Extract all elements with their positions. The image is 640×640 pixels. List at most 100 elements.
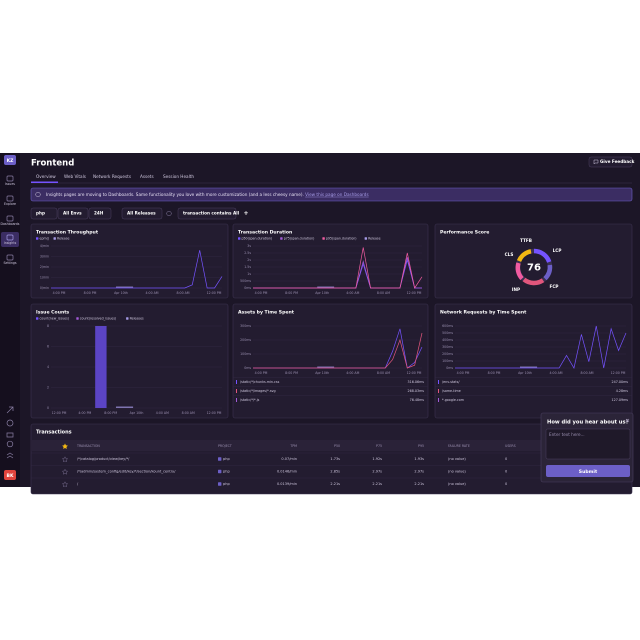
legend-swatch (280, 237, 283, 240)
cell[interactable]: / (77, 482, 79, 486)
x-tick-label: 12:00 PM (407, 371, 422, 375)
nav-icon[interactable] (6, 195, 14, 202)
panel (434, 223, 633, 299)
filter-label[interactable]: All Releases (127, 211, 156, 216)
icon[interactable] (6, 440, 14, 448)
nav-label[interactable]: Settings (3, 261, 16, 265)
y-tick-label: 1/min (40, 276, 49, 280)
filter-bar: php All Envs 24H All Releases transaction co… (30, 207, 249, 220)
panel-title: Network Requests by Time Spent (440, 310, 527, 316)
row-label[interactable]: /static/*/images/*.svg (240, 389, 276, 393)
nav-icon[interactable] (6, 175, 14, 182)
row-label[interactable]: /static/*/*.js (240, 398, 260, 402)
nav-label[interactable]: Insights (4, 241, 17, 245)
nav-label[interactable]: Issues (5, 182, 15, 186)
filter-label[interactable]: All Envs (63, 211, 82, 216)
filter-label[interactable]: + (243, 210, 248, 217)
x-tick-label: Apr 10th (518, 371, 532, 375)
tab[interactable]: Web Vitals (64, 174, 86, 179)
panel-title: Assets by Time Spent (238, 310, 295, 316)
x-tick-label: 4:00 PM (255, 371, 268, 375)
filter-button[interactable] (88, 207, 112, 220)
panel-title: Transaction Duration (238, 230, 292, 236)
feedback-button[interactable] (588, 156, 633, 168)
star-toggle[interactable] (61, 456, 69, 463)
vital-label: TTFB (520, 238, 532, 243)
submit-button[interactable] (546, 465, 630, 477)
star-toggle[interactable] (61, 481, 69, 488)
row-label[interactable]: /env-stats/ (442, 380, 460, 384)
textarea-placeholder: Enter text here... (549, 432, 585, 437)
filter-button[interactable] (121, 207, 163, 220)
tab[interactable]: Session Health (163, 174, 194, 179)
x-tick-label: 8:00 PM (488, 371, 501, 375)
close-button[interactable] (625, 418, 630, 423)
tab[interactable]: Network Requests (93, 174, 131, 179)
tab[interactable]: Overview (36, 174, 56, 179)
nav-icon[interactable] (6, 234, 14, 241)
column-header: FAILURE RATE (448, 444, 470, 448)
nav-label[interactable]: Dashboards (1, 222, 20, 226)
cell: 0.0139/min (277, 482, 297, 486)
user-avatar-text: BK (7, 473, 14, 479)
org-avatar[interactable] (4, 155, 16, 165)
y-tick-label: 0 (47, 406, 49, 410)
vital-label: LCP (553, 248, 562, 253)
icon[interactable] (6, 419, 14, 427)
star-toggle[interactable] (61, 468, 69, 475)
cell: 2.21s (330, 482, 340, 486)
cell: 0.0146/min (277, 470, 297, 474)
row-value: 76.48ms (410, 398, 425, 402)
x-tick-label: 8:00 PM (84, 291, 97, 295)
filter-button[interactable] (30, 207, 58, 220)
column-header: PROJECT (218, 444, 232, 448)
release-marker (317, 286, 335, 288)
row-color (236, 398, 237, 402)
icon[interactable] (6, 432, 14, 438)
row-color (438, 389, 439, 393)
icon[interactable] (6, 406, 14, 414)
cell[interactable]: /*/catalog/product/view/key/*/ (77, 457, 130, 461)
x-tick-label: Apr 10th (315, 291, 329, 295)
panel (232, 303, 429, 419)
row-label[interactable]: /static/*/chunks.min.css (240, 380, 280, 384)
user-avatar[interactable] (4, 470, 16, 480)
x-tick-label: 8:00 PM (104, 411, 117, 415)
tab[interactable]: Assets (140, 174, 154, 179)
filter-button[interactable] (57, 207, 89, 220)
row-value: 247.00ms (612, 380, 629, 384)
y-tick-label: 100ms (442, 359, 453, 363)
release-marker (115, 406, 134, 408)
banner-text: Insights pages are moving to Dashboards.… (46, 192, 369, 197)
star-icon[interactable] (62, 443, 68, 449)
x-tick-label: 12:00 PM (611, 371, 626, 375)
row-value: 4.28ms (616, 389, 629, 393)
cell: 0.07/min (281, 457, 297, 461)
filter-label[interactable]: transaction contains All (183, 211, 240, 216)
row-color (438, 398, 439, 402)
ring-segment (533, 248, 552, 263)
filter-label[interactable]: php (36, 211, 45, 216)
cell: php (223, 482, 230, 486)
x-tick-label: 4:00 AM (145, 291, 158, 295)
x-tick-label: 12:00 PM (207, 291, 222, 295)
banner-link[interactable]: View this page on Dashboards (305, 192, 368, 197)
filter-button[interactable] (177, 207, 237, 220)
legend-swatch (126, 317, 129, 320)
y-tick-label: 0ms (244, 286, 251, 290)
y-tick-label: 4 (47, 365, 49, 369)
feedback-textarea[interactable] (545, 428, 631, 460)
nav-icon[interactable] (6, 215, 14, 222)
panel (30, 223, 229, 299)
row-label[interactable]: /some-time (442, 389, 461, 393)
panel-title: Transaction Throughput (36, 230, 99, 236)
release-marker (115, 286, 134, 288)
feedback-icon (593, 159, 599, 165)
cell[interactable]: /*/admin/system_config/edit/key/*/sectio… (77, 470, 176, 474)
nav-label[interactable]: Explore (4, 202, 16, 206)
nav-icon[interactable] (6, 254, 14, 261)
icon[interactable] (6, 452, 14, 459)
filter-label[interactable]: 24H (94, 211, 104, 216)
y-tick-label: 300ms (442, 345, 453, 349)
row-label[interactable]: *.google.com (442, 398, 464, 402)
